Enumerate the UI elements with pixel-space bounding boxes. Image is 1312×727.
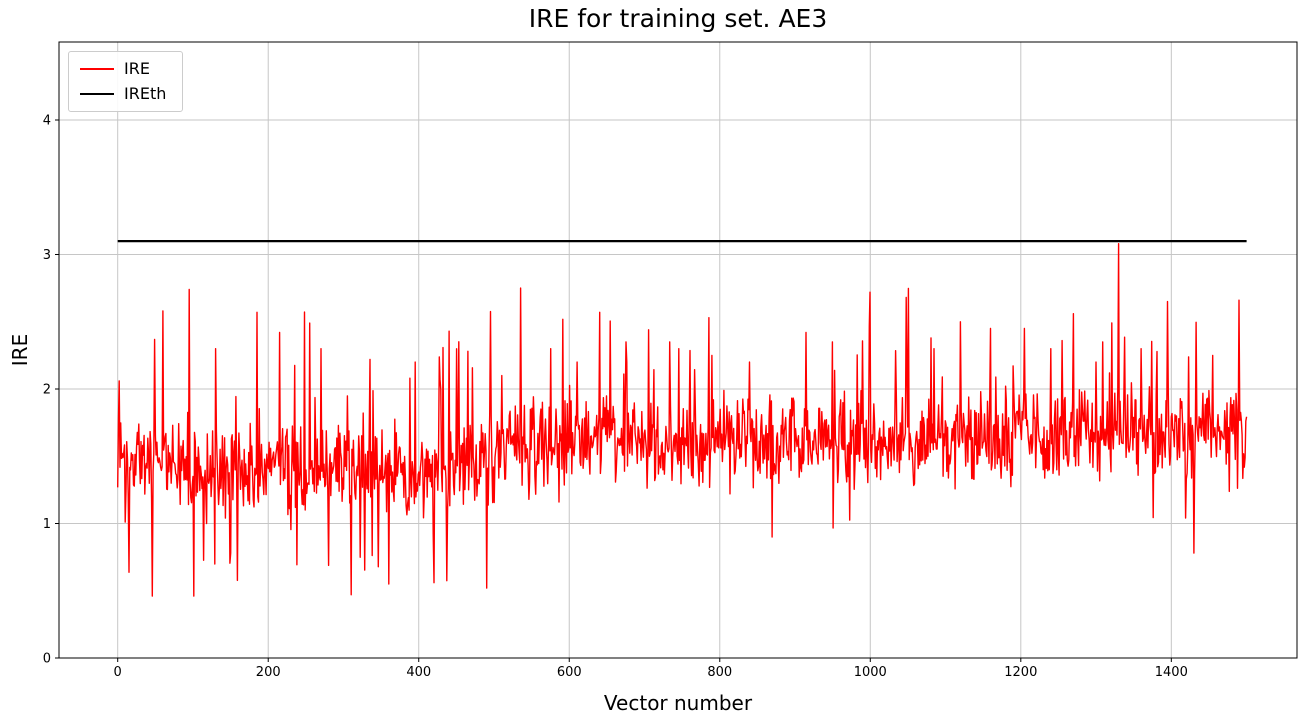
legend-item-ire: IRE xyxy=(80,61,166,77)
svg-text:4: 4 xyxy=(43,114,51,129)
svg-text:1400: 1400 xyxy=(1155,665,1188,680)
svg-text:0: 0 xyxy=(114,665,122,680)
chart-title: IRE for training set. AE3 xyxy=(528,4,828,33)
svg-text:1: 1 xyxy=(43,517,51,532)
x-axis-label: Vector number xyxy=(603,691,753,715)
svg-text:0: 0 xyxy=(43,652,51,667)
ire-line-swatch xyxy=(80,68,114,70)
svg-text:1000: 1000 xyxy=(854,665,887,680)
y-axis-label: IRE xyxy=(8,333,32,367)
legend-label-ireth: IREth xyxy=(124,84,167,103)
svg-text:200: 200 xyxy=(256,665,281,680)
svg-text:400: 400 xyxy=(406,665,431,680)
legend: IRE IREth xyxy=(68,51,184,112)
ireth-line-swatch xyxy=(80,93,114,95)
svg-text:800: 800 xyxy=(707,665,732,680)
svg-text:1200: 1200 xyxy=(1004,665,1037,680)
legend-label-ire: IRE xyxy=(124,59,150,78)
svg-text:2: 2 xyxy=(43,383,51,398)
svg-text:3: 3 xyxy=(43,248,51,263)
legend-item-ireth: IREth xyxy=(80,86,166,102)
svg-text:600: 600 xyxy=(557,665,582,680)
